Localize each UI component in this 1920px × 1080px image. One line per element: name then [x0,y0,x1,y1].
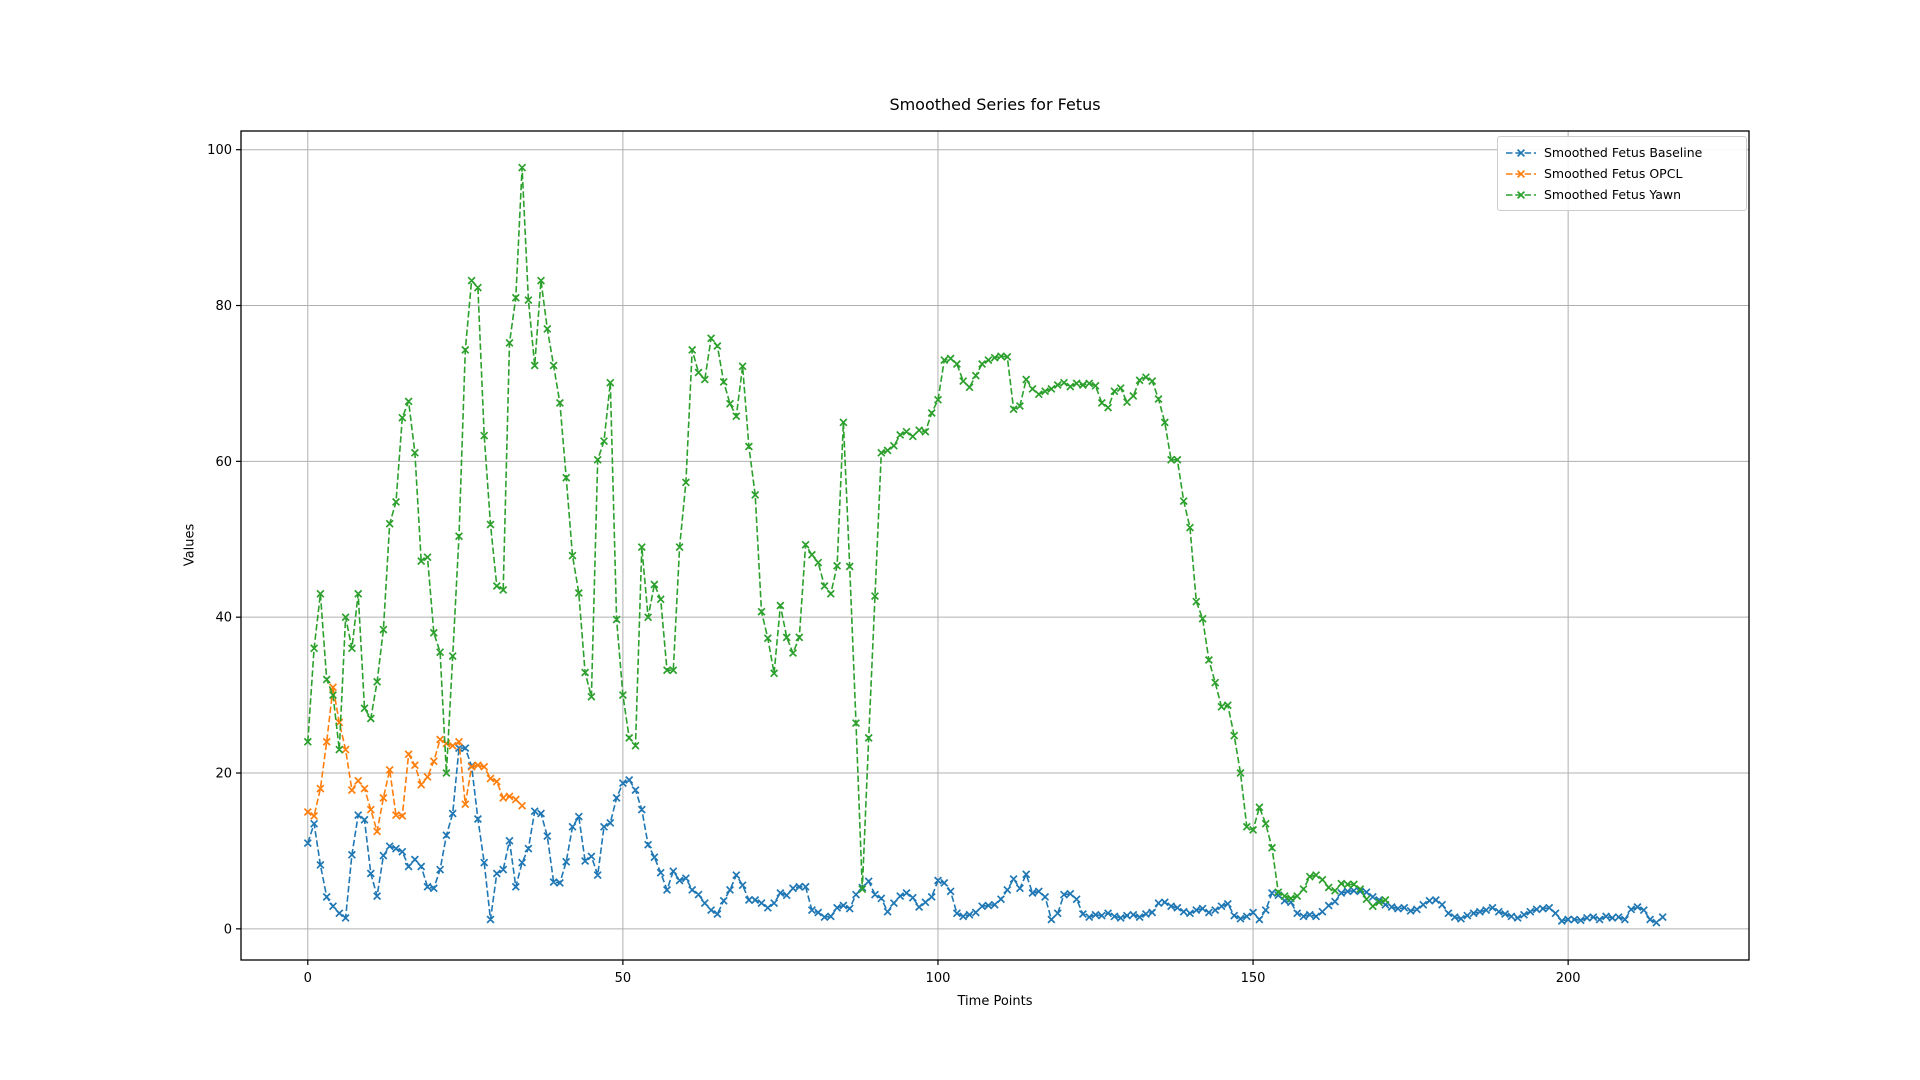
svg-text:0: 0 [224,922,232,937]
svg-text:0: 0 [304,971,312,986]
legend-item-opcl: Smoothed Fetus OPCL [1504,163,1738,184]
legend-line-sample-icon [1506,169,1536,178]
svg-text:100: 100 [207,143,232,158]
legend-line-sample-icon [1506,190,1536,199]
legend-label: Smoothed Fetus Baseline [1544,145,1703,160]
chart-title: Smoothed Series for Fetus [889,95,1101,114]
svg-text:20: 20 [215,767,232,782]
legend: Smoothed Fetus Baseline Smoothed Fetus O… [1497,136,1747,211]
svg-text:60: 60 [215,455,232,470]
legend-line-sample-icon [1506,148,1536,157]
svg-text:200: 200 [1556,971,1581,986]
legend-label: Smoothed Fetus Yawn [1544,187,1682,202]
svg-text:150: 150 [1241,971,1266,986]
svg-text:80: 80 [215,299,232,314]
svg-text:100: 100 [926,971,951,986]
svg-text:40: 40 [215,611,232,626]
legend-label: Smoothed Fetus OPCL [1544,166,1683,181]
x-axis-label: Time Points [957,994,1033,1009]
legend-item-baseline: Smoothed Fetus Baseline [1504,142,1738,163]
legend-item-yawn: Smoothed Fetus Yawn [1504,184,1738,205]
y-axis-label: Values [182,523,198,567]
svg-text:50: 50 [615,971,632,986]
